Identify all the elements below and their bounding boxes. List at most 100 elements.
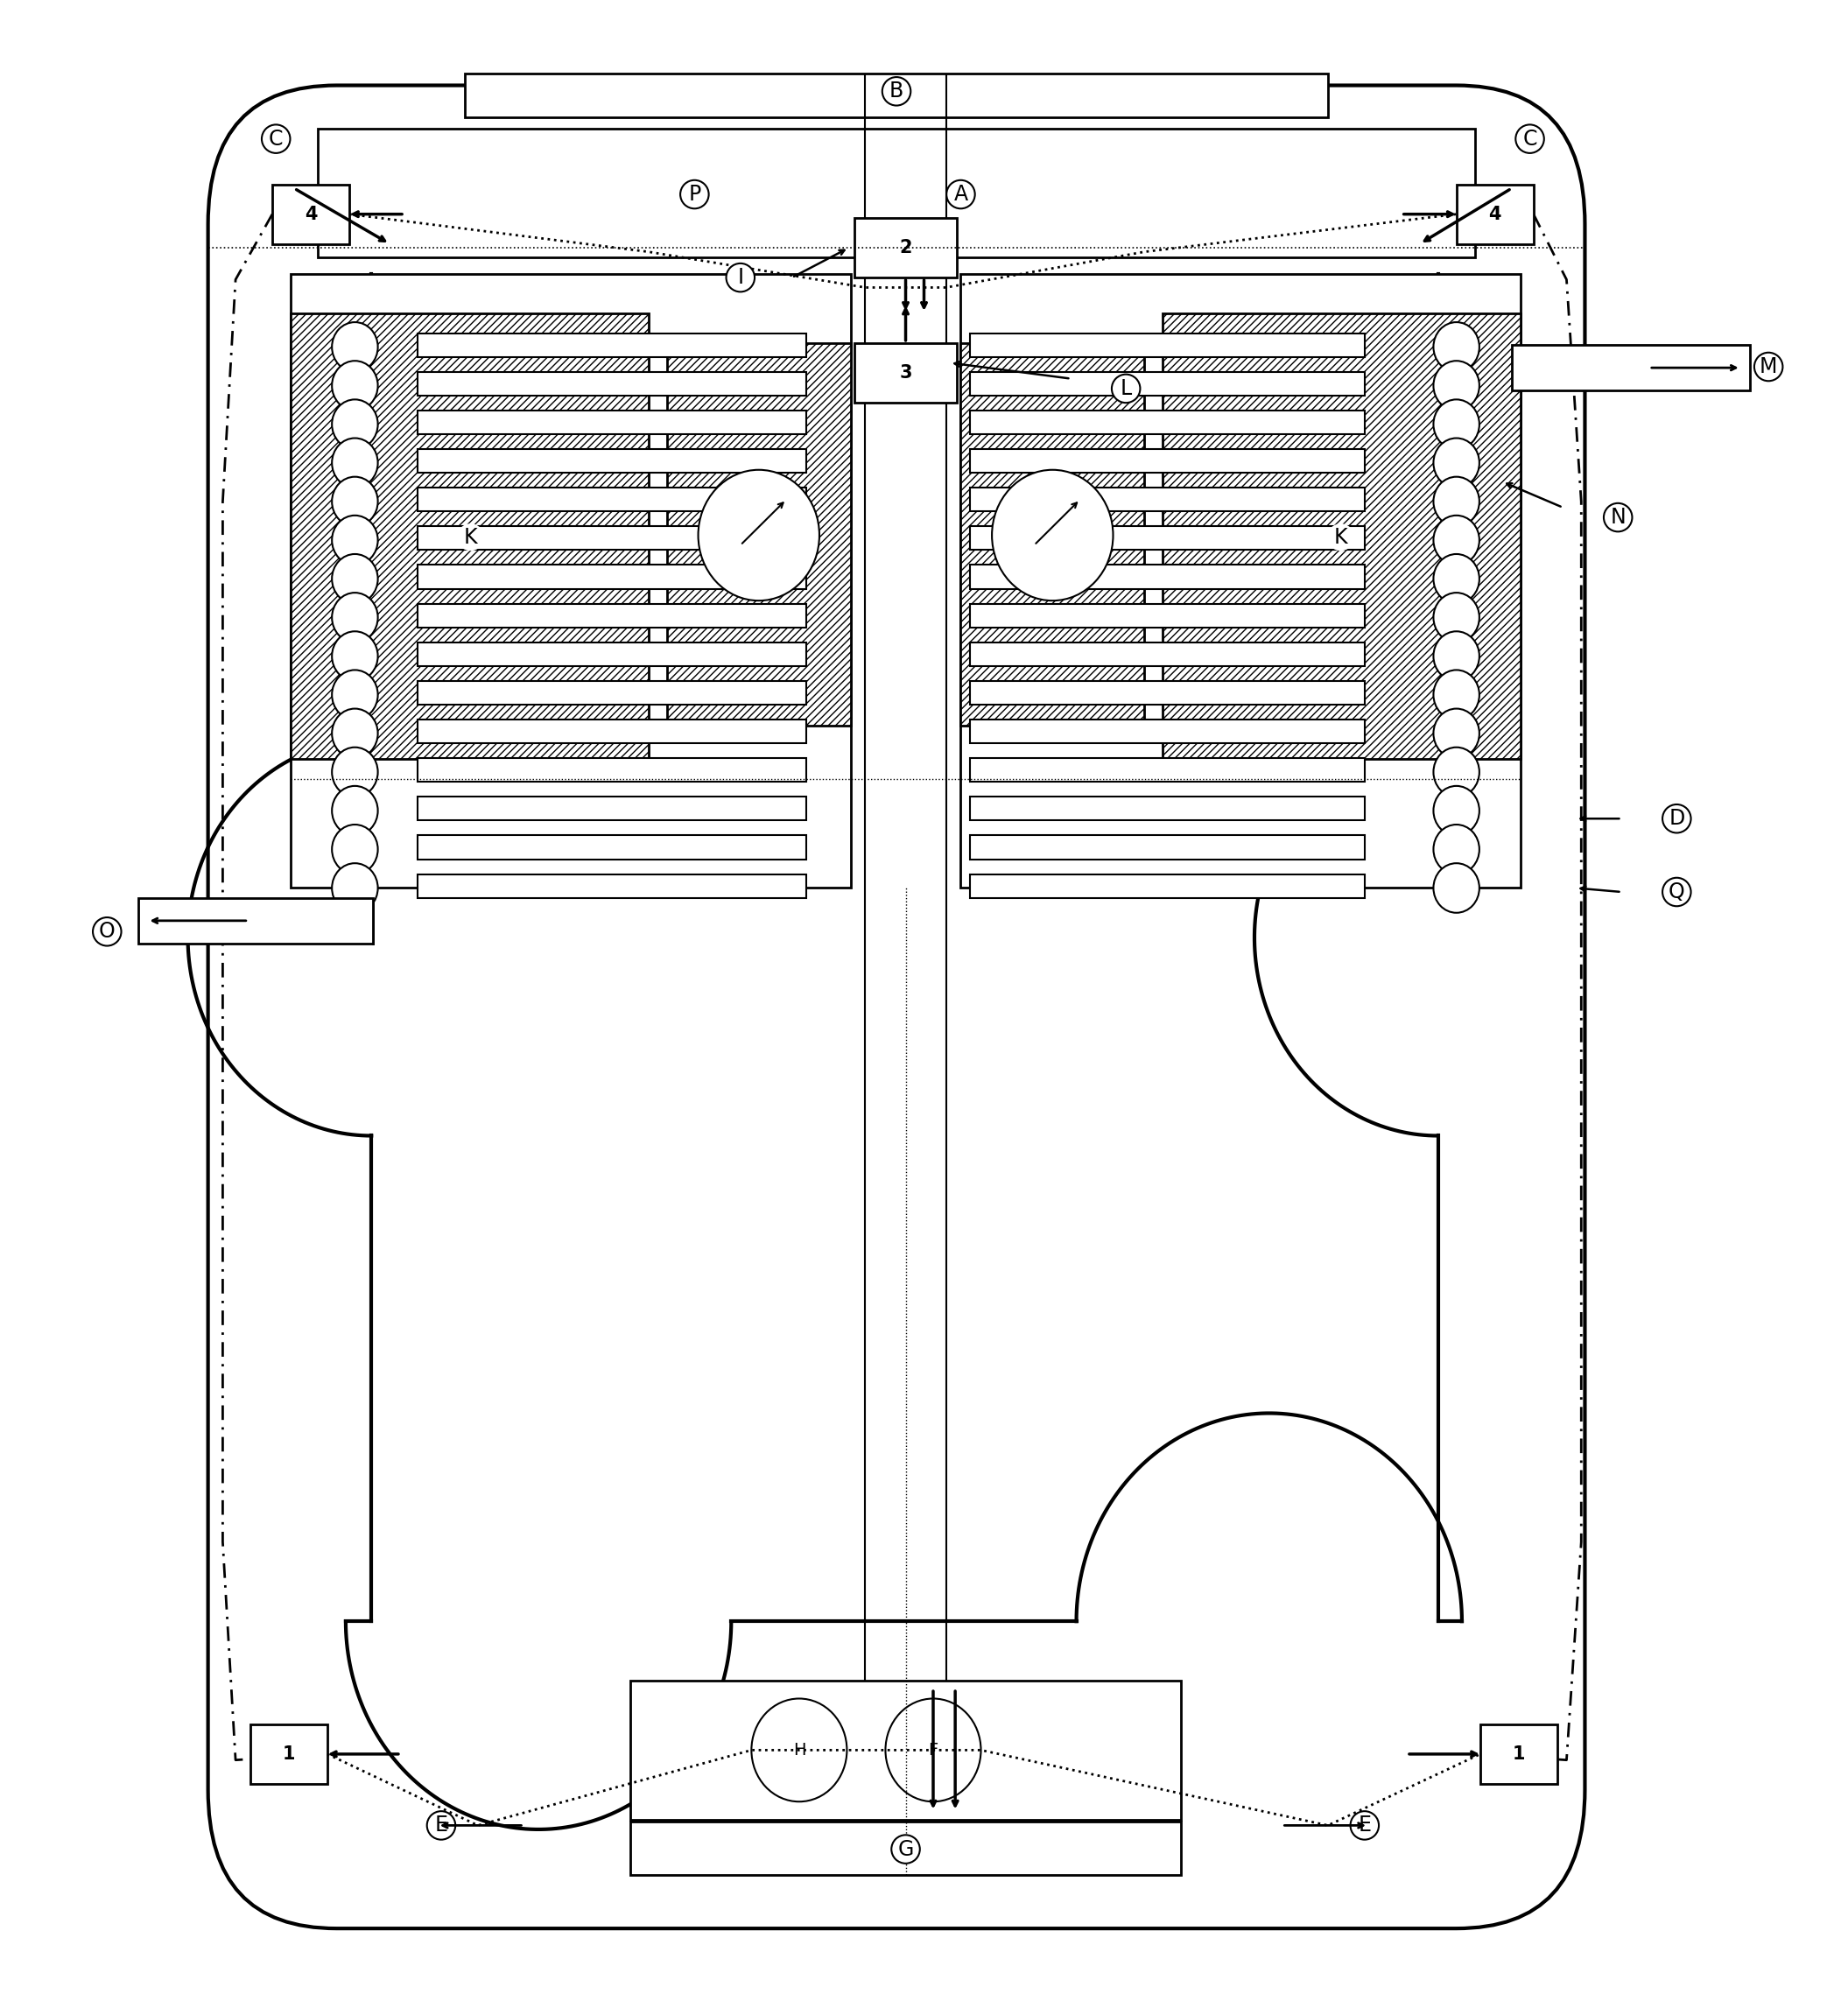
Circle shape — [333, 439, 377, 489]
Bar — [970, 873, 1364, 897]
Text: H: H — [793, 1743, 806, 1759]
Text: L: L — [1120, 379, 1131, 399]
Bar — [970, 720, 1364, 744]
Text: E: E — [1358, 1815, 1371, 1836]
Circle shape — [699, 471, 819, 600]
Bar — [970, 564, 1364, 588]
Bar — [418, 449, 806, 473]
Bar — [970, 449, 1364, 473]
Bar — [970, 526, 1364, 550]
Circle shape — [333, 708, 377, 758]
Bar — [418, 411, 806, 435]
Text: 1: 1 — [1512, 1745, 1525, 1763]
Bar — [970, 758, 1364, 782]
Bar — [970, 604, 1364, 628]
Text: 2: 2 — [900, 239, 913, 257]
Bar — [961, 343, 1144, 726]
Circle shape — [1434, 361, 1480, 411]
Bar — [961, 273, 1521, 887]
Text: C: C — [268, 128, 283, 150]
Bar — [1162, 313, 1521, 760]
Circle shape — [333, 554, 377, 604]
Text: M: M — [1759, 357, 1778, 377]
Text: P: P — [687, 183, 700, 205]
Bar — [418, 720, 806, 744]
Circle shape — [752, 1699, 846, 1803]
Circle shape — [333, 863, 377, 913]
Bar — [1456, 183, 1534, 243]
Bar — [970, 333, 1364, 357]
Circle shape — [333, 592, 377, 642]
Bar — [1480, 1725, 1558, 1785]
Circle shape — [1434, 708, 1480, 758]
Circle shape — [992, 471, 1112, 600]
Circle shape — [1434, 477, 1480, 526]
Text: 1: 1 — [283, 1745, 296, 1763]
Circle shape — [333, 748, 377, 798]
Bar — [290, 273, 850, 887]
Bar — [630, 1821, 1181, 1874]
Bar — [466, 74, 1329, 118]
Circle shape — [1434, 514, 1480, 564]
Bar — [970, 835, 1364, 859]
Circle shape — [333, 477, 377, 526]
Circle shape — [1434, 323, 1480, 371]
FancyBboxPatch shape — [209, 86, 1586, 1928]
Bar — [418, 873, 806, 897]
Bar — [667, 343, 850, 726]
Circle shape — [333, 632, 377, 680]
Circle shape — [1434, 632, 1480, 680]
Bar — [418, 758, 806, 782]
Text: A: A — [954, 183, 968, 205]
Text: G: G — [898, 1838, 913, 1860]
Circle shape — [1434, 786, 1480, 835]
Circle shape — [333, 514, 377, 564]
Circle shape — [1434, 399, 1480, 449]
Circle shape — [333, 361, 377, 411]
Bar — [970, 642, 1364, 666]
Bar — [854, 343, 957, 403]
Text: 4: 4 — [305, 205, 318, 223]
Bar — [1512, 345, 1750, 391]
Bar — [418, 604, 806, 628]
Text: C: C — [1523, 128, 1538, 150]
Bar — [318, 130, 1475, 257]
Bar — [418, 371, 806, 395]
Bar — [290, 313, 649, 760]
Circle shape — [1434, 554, 1480, 604]
Bar — [418, 526, 806, 550]
Bar — [970, 798, 1364, 822]
Bar — [418, 489, 806, 510]
Bar — [970, 411, 1364, 435]
Circle shape — [333, 670, 377, 720]
Bar — [418, 680, 806, 704]
Bar — [418, 333, 806, 357]
Text: B: B — [889, 82, 904, 102]
Text: F: F — [928, 1743, 939, 1759]
Circle shape — [333, 323, 377, 371]
Text: 3: 3 — [900, 365, 913, 381]
Text: O: O — [98, 921, 115, 941]
Circle shape — [1434, 439, 1480, 489]
Bar — [418, 564, 806, 588]
Bar — [854, 217, 957, 277]
Circle shape — [1434, 670, 1480, 720]
Text: 4: 4 — [1489, 205, 1501, 223]
Bar — [970, 371, 1364, 395]
Bar — [139, 897, 373, 943]
Bar — [290, 313, 649, 760]
Bar — [418, 798, 806, 822]
Circle shape — [1434, 748, 1480, 798]
Bar — [1162, 313, 1521, 760]
Circle shape — [333, 399, 377, 449]
Text: K: K — [464, 526, 477, 548]
Bar — [667, 343, 850, 726]
Bar — [961, 343, 1144, 726]
Circle shape — [1434, 592, 1480, 642]
Circle shape — [333, 826, 377, 873]
Text: E: E — [434, 1815, 447, 1836]
Circle shape — [1434, 826, 1480, 873]
Circle shape — [1434, 863, 1480, 913]
Bar — [630, 1681, 1181, 1819]
Text: N: N — [1610, 506, 1626, 528]
